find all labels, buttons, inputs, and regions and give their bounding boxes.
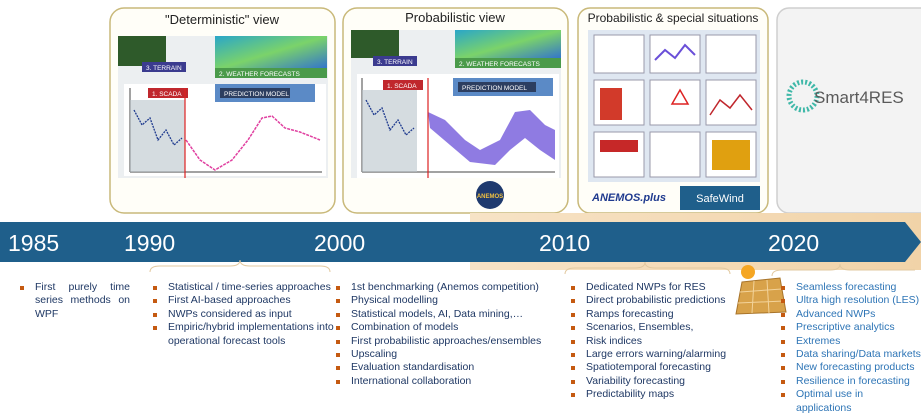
bullet-item: First AI-based approaches [151,294,341,307]
bullet-item: Statistical models, AI, Data mining,… [334,308,566,321]
bullet-list: First purely time series methods on WPF [18,281,130,321]
bullet-item: Evaluation standardisation [334,361,566,374]
logo: SafeWind [696,193,744,205]
page: {"panels": [ {"title": "\"Deterministic\… [0,0,921,407]
bullet-item: First probabilistic approaches/ensembles [334,335,566,348]
logo: ANEMOS [477,194,503,200]
bullet-item: Spatiotemporal forecasting [569,361,739,374]
bullet-item: First purely time series methods on WPF [18,281,130,321]
bullet-list: 1st benchmarking (Anemos competition)Phy… [334,281,566,388]
bullet-item: International collaboration [334,375,566,388]
logo: ANEMOS.plus [591,192,666,204]
bullet-item: Ramps forecasting [569,308,739,321]
year-label: 1985 [8,230,59,256]
bullet-item: Data sharing/Data markets [779,348,921,361]
year-label: 2000 [314,230,365,256]
image-label: PREDICTION MODEL [224,91,289,98]
image-label: 1. SCADA [387,83,417,90]
panel-title: Probabilistic view [405,10,505,25]
bullet-item: Variability forecasting [569,375,739,388]
panel-title: Probabilistic & special situations [588,11,759,25]
panel-deterministic: "Deterministic" view 3. TERRAIN 2. WEATH… [110,8,335,213]
bullet-item: Empiric/hybrid implementations into oper… [151,321,341,348]
year-label: 2020 [768,230,819,256]
bullet-item: Seamless forecasting [779,281,921,294]
panel-probabilistic: Probabilistic view 3. TERRAIN 2. WEATHER… [343,8,568,213]
bullet-item: Risk indices [569,335,739,348]
bullet-item: Advanced NWPs [779,308,921,321]
bullet-item: Combination of models [334,321,566,334]
bullet-item: Upscaling [334,348,566,361]
bullet-item: Dedicated NWPs for RES [569,281,739,294]
image-label: PREDICTION MODEL [462,85,527,92]
panel-title: "Deterministic" view [165,12,280,27]
bullet-item: Statistical / time-series approaches [151,281,341,294]
image-label: 2. WEATHER FORECASTS [219,71,300,78]
image-label: 3. TERRAIN [146,65,182,72]
panel-special: Probabilistic & special situations ANEMO… [578,8,768,213]
bullet-item: Resilience in forecasting [779,375,921,388]
bullet-item: Ultra high resolution (LES) [779,294,921,307]
bullet-item: 1st benchmarking (Anemos competition) [334,281,566,294]
bullet-item: Physical modelling [334,294,566,307]
bullet-item: NWPs considered as input [151,308,341,321]
year-label: 2010 [539,230,590,256]
bullet-item: Predictability maps [569,388,739,401]
panel-smart4res: Smart4RES [777,8,921,213]
bullet-item: Prescriptive analytics [779,321,921,334]
logo: Smart4RES [814,88,904,107]
year-label: 1990 [124,230,175,256]
image-label: 3. TERRAIN [377,59,413,66]
image-label: 1. SCADA [152,91,182,98]
bullet-item: Optimal use in applications [779,388,921,415]
bullet-item: Extremes [779,335,921,348]
bullet-item: Large errors warning/alarming [569,348,739,361]
bullet-item: Direct probabilistic predictions [569,294,739,307]
bullet-item: New forecasting products [779,361,921,374]
bullet-item: Scenarios, Ensembles, [569,321,739,334]
image-label: 2. WEATHER FORECASTS [459,61,540,68]
